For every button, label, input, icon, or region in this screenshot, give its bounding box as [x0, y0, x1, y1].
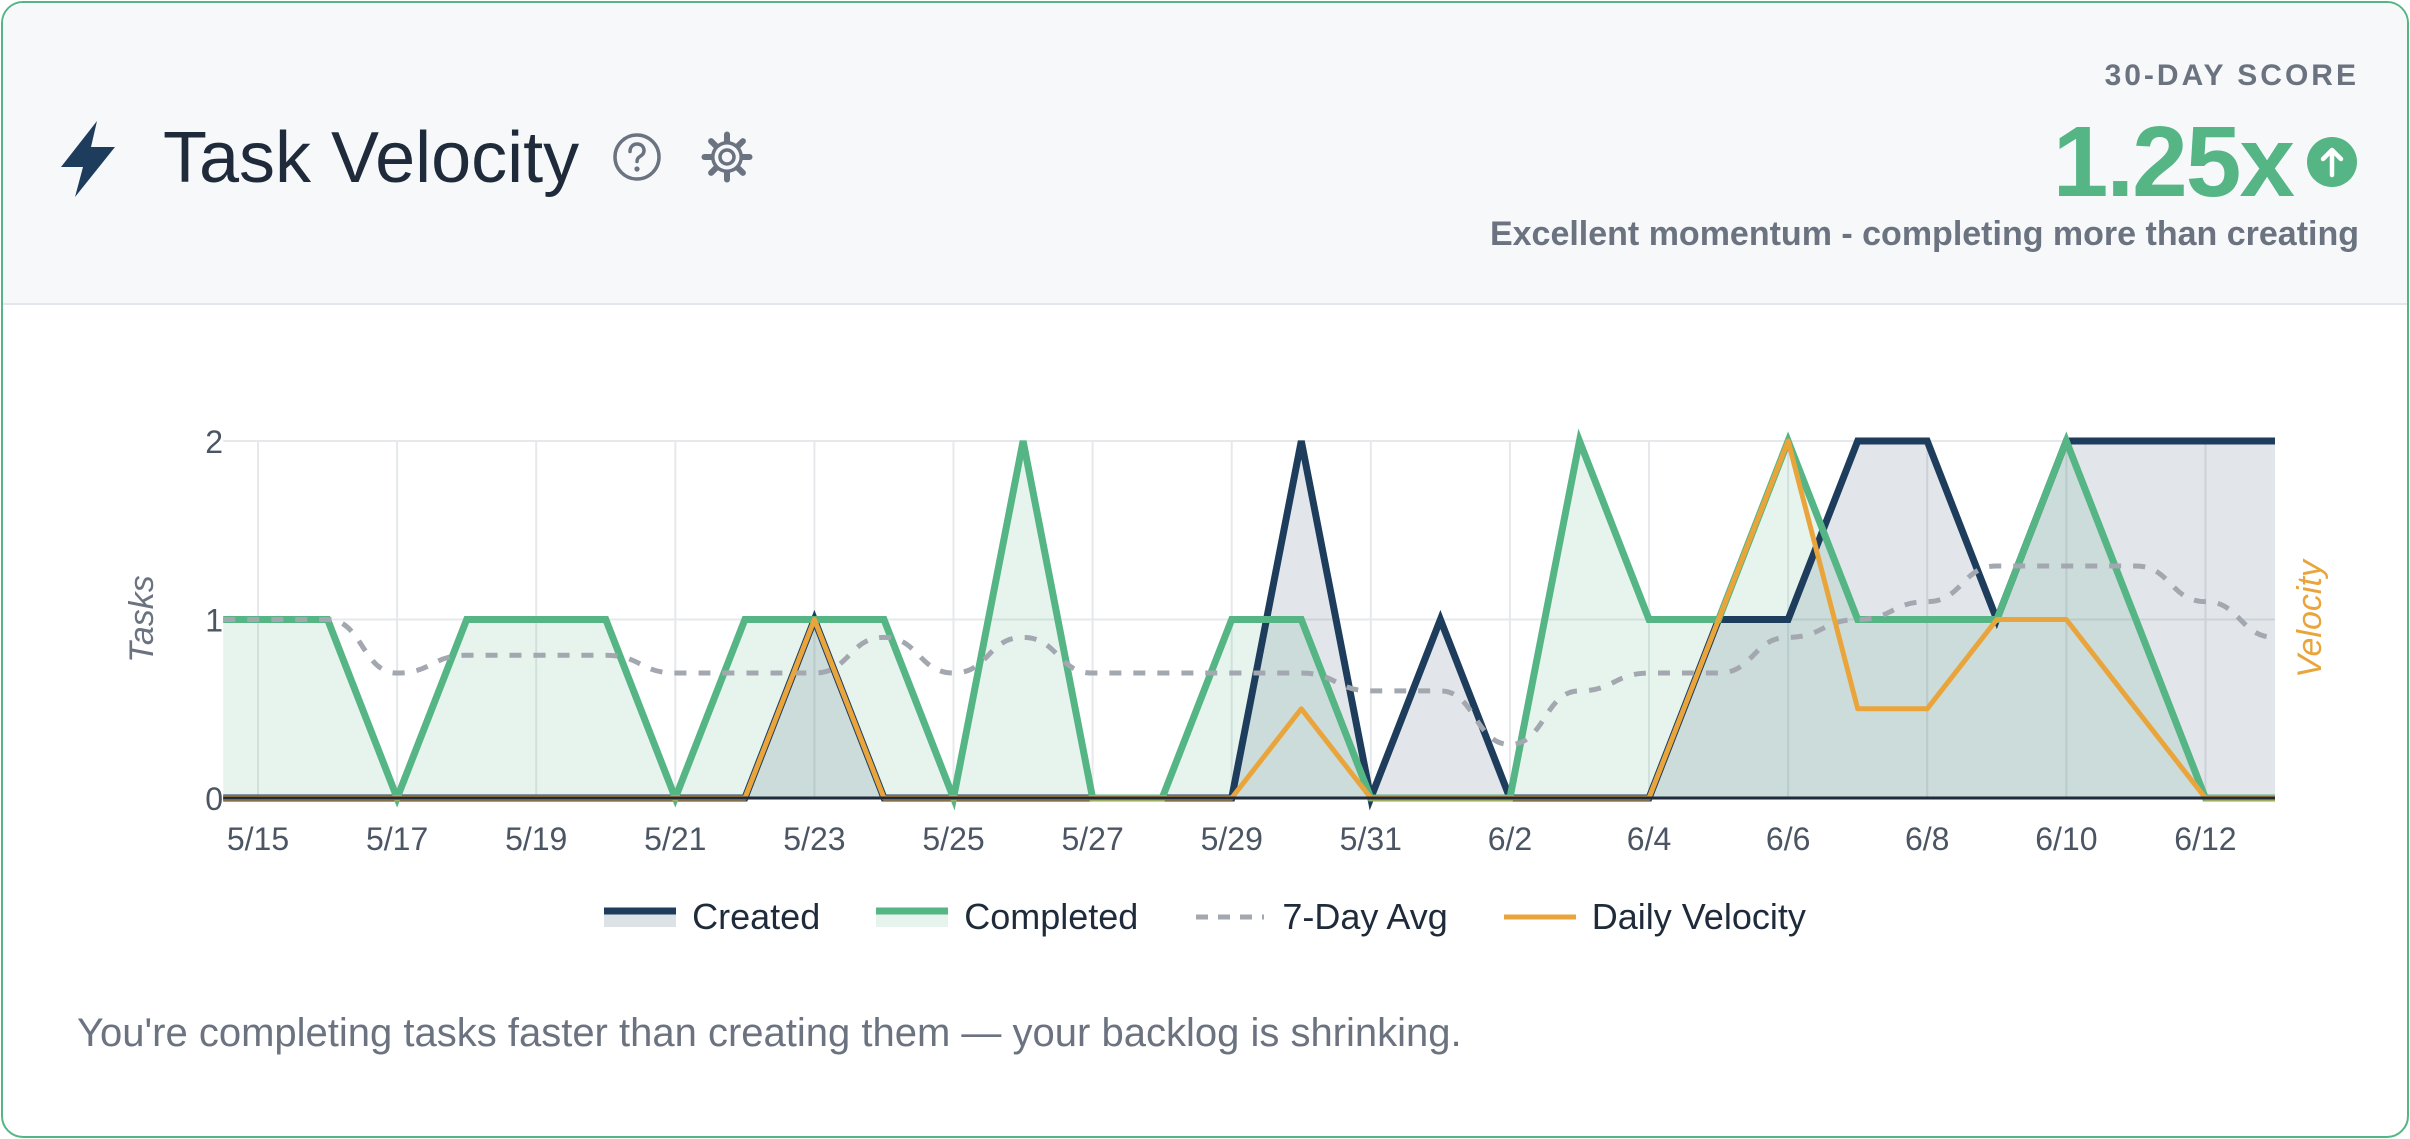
legend-swatch-created	[604, 907, 677, 927]
gear-icon[interactable]	[701, 131, 753, 183]
score-description: Excellent momentum - completing more tha…	[1489, 215, 2359, 253]
chart-legend: Created Completed 7-Day Avg Daily Veloci…	[3, 891, 2407, 943]
x-tick-label: 5/27	[1061, 821, 1123, 857]
x-tick-label: 5/19	[505, 821, 567, 857]
y2-axis-title: Velocity	[2291, 558, 2329, 678]
card-title: Task Velocity	[163, 118, 580, 198]
x-tick-label: 5/17	[366, 821, 428, 857]
arrow-up-circle-icon	[2307, 137, 2357, 187]
legend-label-7-day-avg: 7-Day Avg	[1282, 896, 1448, 937]
y-tick-label: 2	[205, 424, 223, 460]
legend-swatch-7-day-avg	[1196, 914, 1265, 920]
legend-label-completed: Completed	[964, 896, 1139, 937]
lightning-bolt-icon	[61, 121, 115, 197]
x-tick-label: 5/25	[922, 821, 984, 857]
x-tick-label: 5/29	[1201, 821, 1263, 857]
created-area	[223, 441, 2276, 798]
legend-item-daily-velocity[interactable]: Daily Velocity	[1503, 896, 1806, 938]
legend-item-7-day-avg[interactable]: 7-Day Avg	[1194, 896, 1448, 938]
legend-swatch-daily-velocity	[1503, 914, 1576, 920]
legend-label-created: Created	[692, 896, 821, 937]
y-axis-title: Tasks	[123, 575, 161, 663]
y-tick-label: 1	[205, 603, 223, 639]
completed-line	[223, 428, 2275, 811]
legend-swatch-completed	[876, 907, 949, 927]
score-value: 1.25x	[2052, 106, 2295, 218]
legend-item-created[interactable]: Created	[604, 896, 820, 938]
insight-message: You're completing tasks faster than crea…	[77, 1011, 1462, 1055]
card-header: Task Velocity 30-DAY SCORE 1.25x Excelle…	[3, 3, 2407, 305]
help-circle-icon[interactable]	[611, 131, 663, 183]
velocity-chart: 0 1 2 5/15 5/17 5/19 5/21 5/23 5/25 5/27 5/29 5/31 6…	[123, 424, 2329, 857]
x-tick-label: 6/8	[1905, 821, 1949, 857]
legend-label-daily-velocity: Daily Velocity	[1591, 896, 1806, 937]
legend-item-completed[interactable]: Completed	[876, 896, 1138, 938]
x-tick-label: 5/21	[644, 821, 706, 857]
x-tick-label: 6/12	[2174, 821, 2236, 857]
x-tick-label: 5/23	[783, 821, 845, 857]
y-tick-label: 0	[205, 781, 223, 817]
x-tick-label: 6/10	[2035, 821, 2097, 857]
score-label: 30-DAY SCORE	[2104, 59, 2359, 92]
x-tick-label: 5/31	[1340, 821, 1402, 857]
x-tick-label: 6/2	[1488, 821, 1532, 857]
x-tick-label: 5/15	[227, 821, 289, 857]
x-tick-label: 6/6	[1766, 821, 1810, 857]
x-tick-label: 6/4	[1627, 821, 1671, 857]
